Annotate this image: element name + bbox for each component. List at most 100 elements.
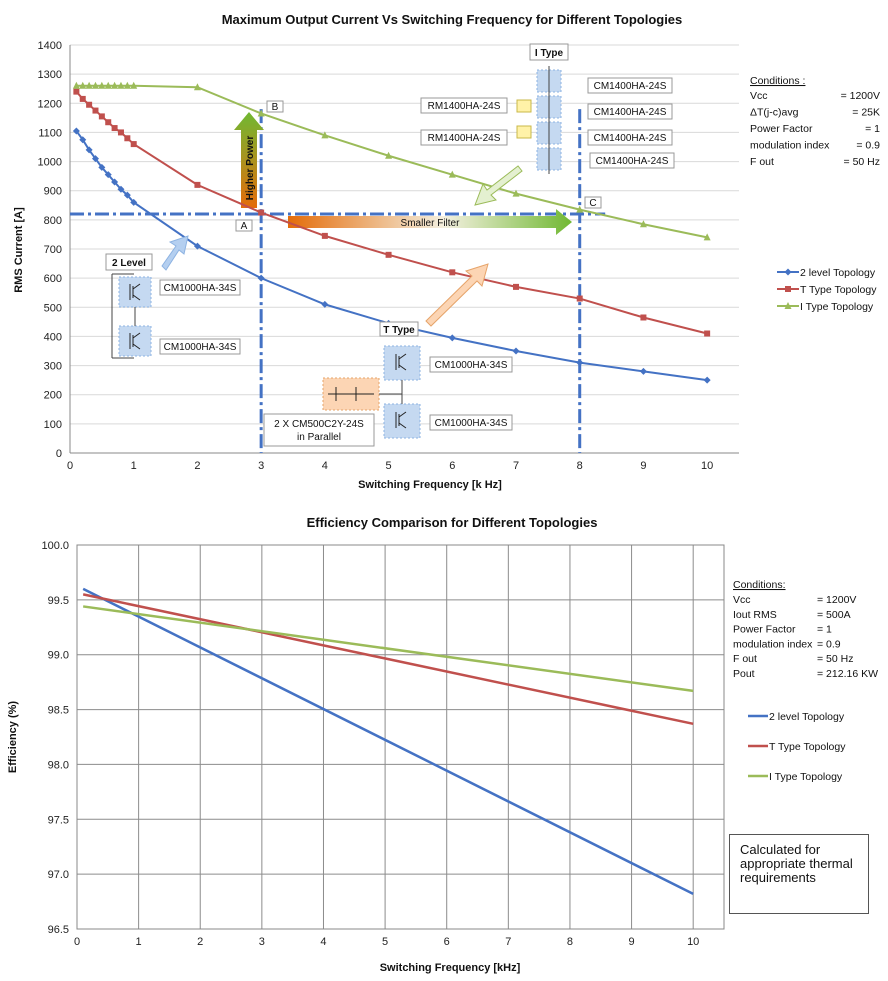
chart1-conditions-title: Conditions : xyxy=(750,75,805,87)
chart1-data-point xyxy=(512,347,520,355)
chart1-data-point xyxy=(85,146,93,154)
chart1-x-tick-label: 8 xyxy=(577,460,583,472)
chart1-legend-label: I Type Topology xyxy=(800,301,874,313)
chart2-condition-name: F out xyxy=(733,653,757,665)
two-level-annotation: 2 Level CM1000HA-34S CM1000HA-34S xyxy=(105,235,241,359)
chart1-data-point xyxy=(111,125,118,132)
chart1-data-point xyxy=(124,135,131,142)
chart1-data-point xyxy=(72,81,80,89)
chart1-condition-value: = 25K xyxy=(852,107,880,119)
chart1-condition-value: = 50 Hz xyxy=(844,156,880,168)
chart1-data-point xyxy=(449,269,456,276)
chart1-x-tick-label: 9 xyxy=(640,460,646,472)
two-level-top-module-box xyxy=(159,279,241,296)
chart1-y-tick-label: 1100 xyxy=(38,127,62,139)
chart2-plot-frame xyxy=(76,544,725,930)
chart2-y-tick-label: 97.0 xyxy=(48,869,69,881)
chart1-guide-lines xyxy=(70,109,606,453)
chart1-y-ticks: 0 100 200 300 400 500 600 700 800 900 1000 1100 1200… xyxy=(38,40,62,460)
chart1-x-tick-label: 6 xyxy=(449,460,455,472)
two-level-bottom-module: CM1000HA-34S xyxy=(164,342,237,353)
t-type-parallel-line1: 2 X CM500C2Y-24S xyxy=(274,419,364,430)
chart1-y-axis-title: RMS Current [A] xyxy=(13,207,25,293)
chart1-data-point xyxy=(193,83,201,91)
t-type-top-module: CM1000HA-34S xyxy=(435,360,508,371)
chart2-y-axis-title: Efficiency (%) xyxy=(7,701,19,773)
point-label-c: C xyxy=(584,196,602,209)
chart2-y-tick-label: 99.0 xyxy=(48,650,69,662)
chart2-condition-value: = 1200V xyxy=(817,594,856,606)
two-level-top-igbt-symbol xyxy=(129,283,141,301)
chart1-data-point xyxy=(123,81,131,89)
chart2-conditions: Conditions: Vcc = 1200V Iout RMS = 500A Power… xyxy=(733,579,878,680)
chart1-x-tick-label: 1 xyxy=(131,460,137,472)
chart1-data-point xyxy=(104,81,112,89)
chart2-condition-name: Pout xyxy=(733,668,755,680)
point-label-a-box xyxy=(235,219,253,232)
chart1-data-point xyxy=(258,209,265,216)
t-type-bottom-module: CM1000HA-34S xyxy=(435,418,508,429)
chart2-legend-label: T Type Topology xyxy=(769,741,846,753)
i-type-diode-1: RM1400HA-24S xyxy=(428,101,501,112)
two-level-pointer-arrow xyxy=(161,235,189,271)
chart1-data-point xyxy=(72,127,80,135)
chart1-gridlines xyxy=(70,44,739,425)
chart2-series-line xyxy=(82,593,694,726)
two-level-top-switch-icon xyxy=(118,276,152,308)
chart2-y-tick-label: 98.5 xyxy=(48,705,69,717)
i-type-pointer-arrow xyxy=(474,165,523,206)
chart1-data-point xyxy=(576,359,584,367)
chart2-y-tick-label: 100.0 xyxy=(41,540,69,552)
chart1-data-point xyxy=(104,171,112,179)
chart1-data-point xyxy=(73,88,80,95)
chart2-series xyxy=(82,587,694,896)
chart1-data-point xyxy=(512,189,520,197)
chart1-data-point xyxy=(92,107,99,114)
point-label-a-text: A xyxy=(241,221,248,232)
chart2-x-tick-label: 3 xyxy=(259,936,265,948)
t-type-top-igbt-symbol xyxy=(395,353,407,371)
two-level-bottom-igbt-symbol xyxy=(129,332,141,350)
point-label-b-text: B xyxy=(272,102,279,113)
chart1-data-point xyxy=(111,178,119,186)
chart1-series xyxy=(72,81,711,384)
chart1-title: Maximum Output Current Vs Switching Freq… xyxy=(222,12,683,27)
chart1-data-point xyxy=(86,101,93,108)
chart1-data-point xyxy=(193,242,201,250)
higher-power-arrow-shape xyxy=(234,112,264,208)
chart1-x-tick-label: 0 xyxy=(67,460,73,472)
chart1-data-point xyxy=(117,129,124,136)
chart2-x-tick-label: 6 xyxy=(444,936,450,948)
i-type-module-box-2 xyxy=(587,103,673,120)
chart2-title: Efficiency Comparison for Different Topo… xyxy=(307,515,598,530)
chart1-data-point xyxy=(448,334,456,342)
two-level-bottom-switch-icon xyxy=(118,325,152,357)
chart1-data-point xyxy=(111,81,119,89)
chart2-y-tick-label: 99.5 xyxy=(48,595,69,607)
chart1-legend-marker xyxy=(784,268,792,276)
chart1-data-point xyxy=(130,198,138,206)
chart2-conditions-title: Conditions: xyxy=(733,579,786,591)
i-type-title: I Type xyxy=(535,48,564,59)
i-type-module-4: CM1400HA-24S xyxy=(596,156,669,167)
chart2-condition-name: Iout RMS xyxy=(733,609,777,621)
chart1-data-point xyxy=(257,274,265,282)
chart1-condition-name: Vcc xyxy=(750,90,768,102)
chart2-x-tick-label: 10 xyxy=(687,936,699,948)
chart1-data-point xyxy=(91,81,99,89)
chart2-y-tick-label: 97.5 xyxy=(48,814,69,826)
t-type-top-module-box xyxy=(429,356,513,373)
chart1-condition-value: = 0.9 xyxy=(856,140,880,152)
chart1-y-tick-label: 1200 xyxy=(38,98,62,110)
point-label-a: A xyxy=(235,219,253,232)
t-type-annotation: T Type CM1000HA-34S CM1000HA-34S 2 X CM5… xyxy=(263,263,513,447)
chart1-x-tick-label: 10 xyxy=(701,460,713,472)
chart2-y-ticks: 96.5 97.0 97.5 98.0 98.5 99.0 99.5 100.0 xyxy=(41,540,69,936)
chart2-x-axis-title: Switching Frequency [kHz] xyxy=(380,962,521,974)
chart1-data-point xyxy=(576,205,584,213)
chart1-y-tick-label: 200 xyxy=(44,390,62,402)
chart1-y-tick-label: 1000 xyxy=(38,157,62,169)
chart1-data-point xyxy=(703,233,711,241)
two-level-bottom-module-box xyxy=(159,338,241,355)
chart2-x-tick-label: 9 xyxy=(629,936,635,948)
